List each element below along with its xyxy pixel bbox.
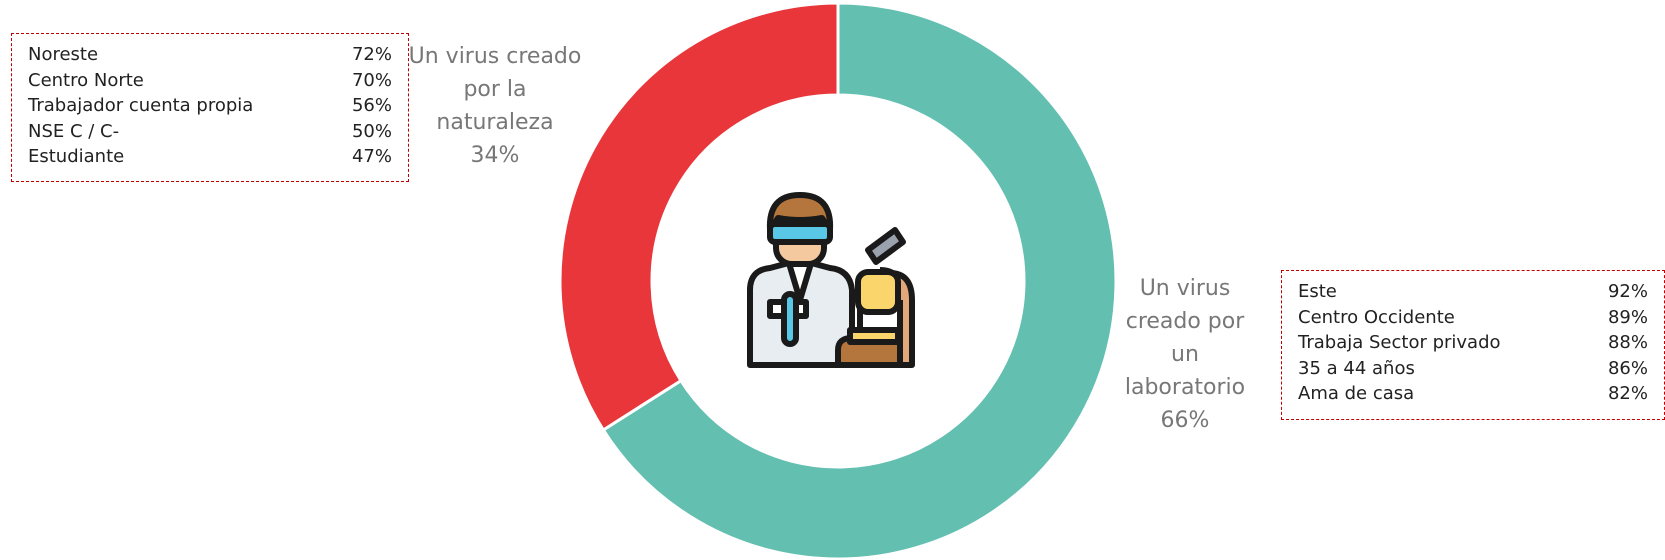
callout-row: Centro Occidente 89% (1298, 305, 1648, 331)
slice-label: Un virus creado por un laboratorio 66% (1115, 272, 1255, 437)
callout-label: Estudiante (28, 146, 125, 167)
callout-label: Ama de casa (1298, 383, 1415, 404)
callout-label: Centro Occidente (1298, 306, 1455, 328)
callout-value: 70% (351, 69, 392, 91)
callout-row: NSE C / C- 50% (28, 119, 392, 145)
callout-label: Este (1298, 281, 1337, 302)
callout-row: Centro Norte 70% (28, 68, 392, 94)
callout-box: Este 92% Centro Occidente 89% Trabaja Sector… (1281, 270, 1665, 420)
callout-row: Trabaja Sector privado 88% (1298, 330, 1648, 356)
callout-value: 47% (351, 146, 392, 167)
callout-value: 50% (351, 120, 392, 142)
slice-category: Un virus creado por un laboratorio (1124, 276, 1246, 400)
callout-row: 35 a 44 años 86% (1298, 356, 1648, 382)
donut-slice (601, 1, 1118, 560)
callout-label: NSE C / C- (28, 120, 120, 142)
slice-value: 34% (470, 143, 520, 168)
callout-value: 88% (1607, 332, 1648, 353)
callout-label: Trabajador cuenta propia (28, 95, 254, 116)
slice-value: 66% (1160, 408, 1210, 433)
callout-label: 35 a 44 años (1298, 357, 1415, 379)
callout-row: Estudiante 47% (28, 144, 392, 170)
callout-row: Noreste 72% (28, 42, 392, 68)
callout-label: Centro Norte (28, 69, 144, 91)
callout-label: Noreste (28, 44, 99, 65)
callout-row: Este 92% (1298, 279, 1648, 305)
callout-value: 72% (351, 44, 392, 65)
callout-box: Noreste 72% Centro Norte 70% Trabajador cuen… (11, 33, 409, 182)
callout-label: Trabaja Sector privado (1298, 332, 1501, 353)
callout-table: Este 92% Centro Occidente 89% Trabaja Sector… (1298, 279, 1648, 407)
slice-category: Un virus creado por la naturaleza (408, 44, 582, 135)
callout-table: Noreste 72% Centro Norte 70% Trabajador cuen… (28, 42, 392, 170)
callout-value: 56% (351, 95, 392, 116)
scientist-icon (747, 192, 915, 368)
callout-value: 89% (1607, 306, 1648, 328)
slice-label: Un virus creado por la naturaleza 34% (405, 40, 585, 172)
callout-row: Ama de casa 82% (1298, 381, 1648, 407)
callout-value: 86% (1607, 357, 1648, 379)
callout-row: Trabajador cuenta propia 56% (28, 93, 392, 119)
donut-slice (558, 1, 840, 433)
callout-value: 82% (1607, 383, 1648, 404)
callout-value: 92% (1607, 281, 1648, 302)
